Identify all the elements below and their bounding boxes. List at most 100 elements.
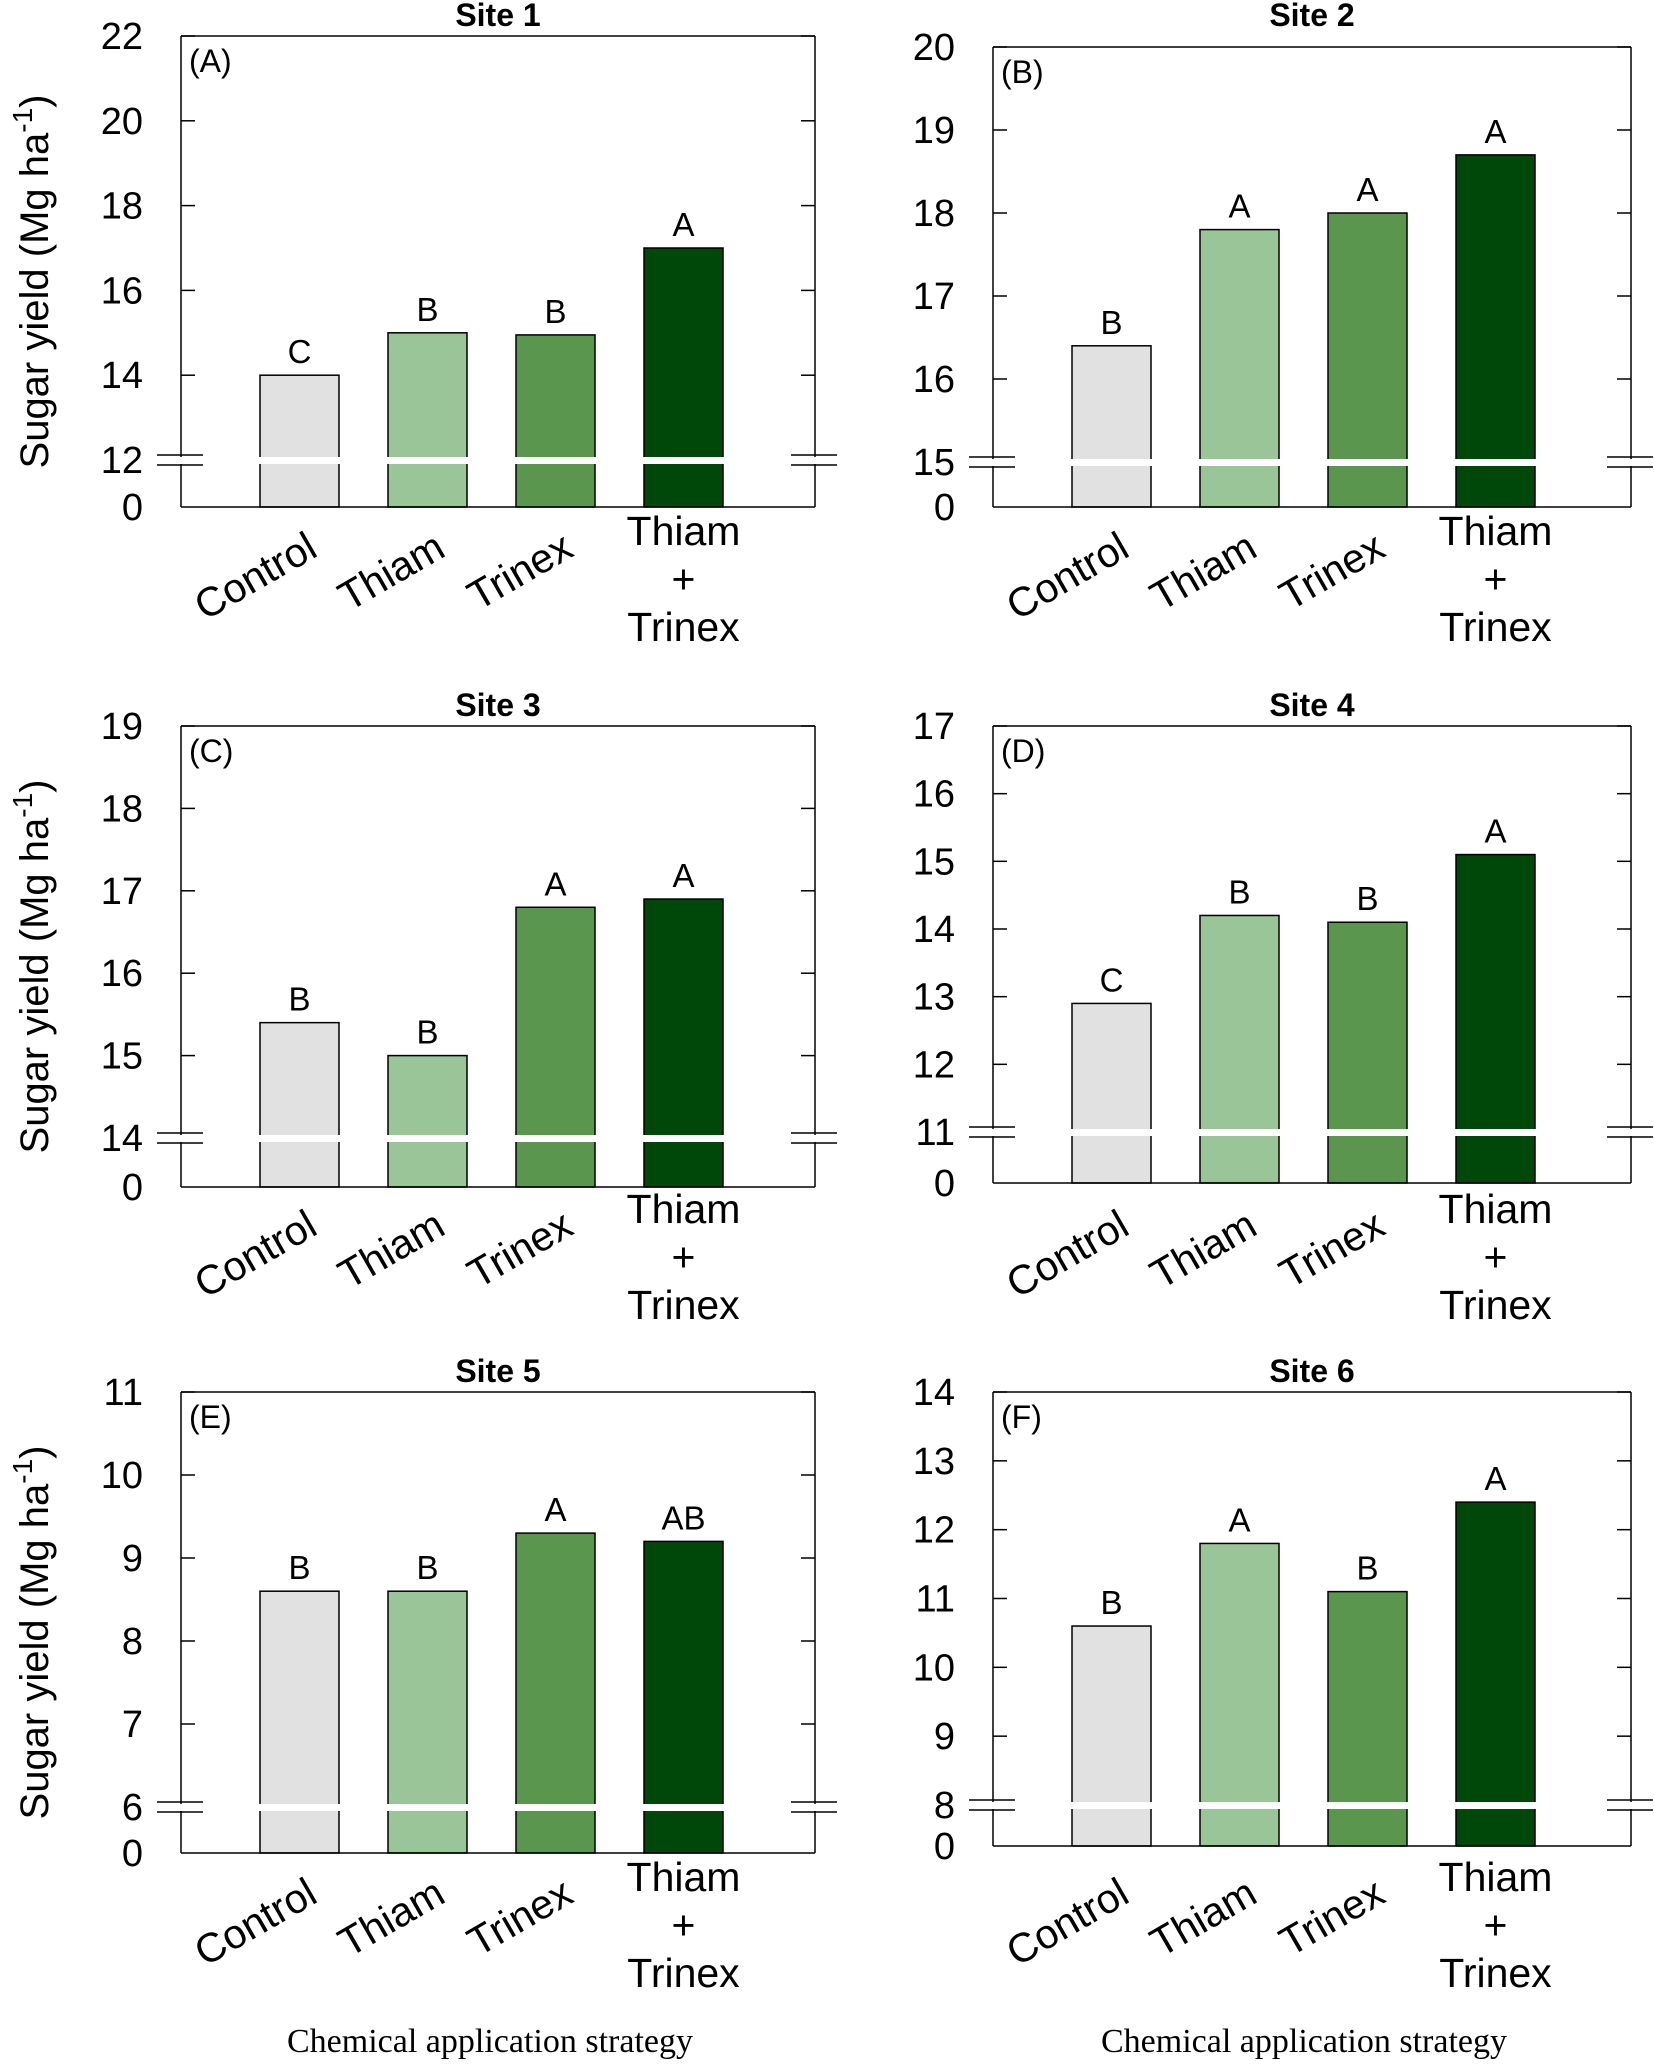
significance-letter: A <box>1484 813 1506 850</box>
axis-break-band <box>979 459 1645 466</box>
y-tick-label: 14 <box>913 1372 955 1414</box>
x-tick-label: Thiam <box>330 523 452 620</box>
axis-break-band <box>979 1802 1645 1809</box>
y-tick-label: 17 <box>913 706 955 748</box>
y-tick-label-zero: 0 <box>934 1163 955 1205</box>
x-tick-label: Control <box>999 1869 1136 1975</box>
x-tick-label: Thiam + Trinex <box>627 508 741 650</box>
axes-frame <box>992 725 1632 1184</box>
bar-1 <box>259 374 340 508</box>
significance-letter: A <box>672 206 694 243</box>
x-tick-label: Control <box>999 523 1136 629</box>
bar-4 <box>643 1540 724 1854</box>
bar-3 <box>515 906 596 1188</box>
x-tick-label: Thiam <box>1142 523 1264 620</box>
bar-3 <box>1327 212 1408 508</box>
y-tick-label-break: 6 <box>122 1787 143 1829</box>
y-tick-label: 13 <box>913 1441 955 1483</box>
significance-letter: B <box>416 1549 438 1586</box>
bar-1 <box>1071 345 1152 508</box>
y-tick-label-zero: 0 <box>934 487 955 529</box>
y-tick-label-break: 15 <box>913 442 955 484</box>
x-tick-label: Thiam <box>330 1869 452 1966</box>
y-tick-label: 17 <box>913 276 955 318</box>
y-tick-label: 13 <box>913 977 955 1019</box>
significance-letter: A <box>1484 1460 1506 1497</box>
axis-break-band <box>167 1135 829 1142</box>
y-tick-label: 16 <box>101 953 143 995</box>
y-axis-label: Sugar yield (Mg ha-1) <box>7 1446 57 1820</box>
y-tick-label: 16 <box>101 270 143 312</box>
y-tick-label: 18 <box>101 186 143 228</box>
bar-4 <box>1455 1501 1536 1847</box>
y-tick-label: 9 <box>934 1716 955 1758</box>
bar-3 <box>515 1532 596 1854</box>
bar-2 <box>387 1590 468 1854</box>
significance-letter: A <box>672 857 694 894</box>
y-tick-label: 19 <box>913 110 955 152</box>
x-axis-label: Chemical application strategy <box>287 2023 693 2060</box>
x-tick-label: Control <box>187 523 324 629</box>
significance-letter: A <box>1228 188 1250 225</box>
axis-break-band <box>167 457 829 464</box>
y-tick-label: 9 <box>122 1538 143 1580</box>
chart-panel-6: 9 10 11 12 13 14 80 Site 6 (F) B A B A Control Thiam Tr… <box>913 1353 1653 2060</box>
bar-3 <box>515 334 596 508</box>
axis-break-band <box>979 1129 1645 1136</box>
axes-frame <box>992 46 1632 508</box>
x-tick-label: Control <box>999 1201 1136 1307</box>
significance-letter: A <box>1356 171 1378 208</box>
y-tick-label: 8 <box>122 1621 143 1663</box>
y-tick-label-zero: 0 <box>122 487 143 529</box>
panel-label: (F) <box>1001 1399 1042 1435</box>
panel-label: (C) <box>189 733 233 769</box>
panel-label: (E) <box>189 1399 232 1435</box>
significance-letter: A <box>1484 113 1506 150</box>
y-tick-label-break: 8 <box>934 1785 955 1827</box>
x-tick-label: Thiam + Trinex <box>627 1186 741 1328</box>
bar-1 <box>1071 1002 1152 1184</box>
y-tick-label: 16 <box>913 774 955 816</box>
significance-letter: B <box>416 1014 438 1051</box>
x-tick-label: Thiam + Trinex <box>1439 508 1553 650</box>
chart-title: Site 5 <box>455 1353 540 1389</box>
significance-letter: B <box>288 981 310 1018</box>
x-tick-label: Thiam <box>1142 1201 1264 1298</box>
chart-panel-2: 16 17 18 19 20 150 Site 2 (B) B A A A Control Thiam Tr… <box>913 0 1653 650</box>
chart-title: Site 6 <box>1269 1353 1354 1389</box>
y-tick-label: 16 <box>913 359 955 401</box>
x-tick-label: Control <box>187 1201 324 1307</box>
y-tick-label: 18 <box>913 193 955 235</box>
chart-title: Site 2 <box>1269 0 1354 33</box>
axes-frame <box>180 35 816 508</box>
bar-2 <box>1199 1542 1280 1847</box>
significance-letter: B <box>1228 873 1250 910</box>
y-tick-label: 15 <box>913 841 955 883</box>
significance-letter: C <box>1100 961 1124 998</box>
bar-3 <box>1327 921 1408 1184</box>
significance-letter: B <box>1100 304 1122 341</box>
x-tick-label: Trinex <box>460 523 581 619</box>
x-tick-label: Trinex <box>460 1201 581 1297</box>
bar-1 <box>1071 1625 1152 1847</box>
x-tick-label: Thiam <box>330 1201 452 1298</box>
y-tick-label: 15 <box>101 1036 143 1078</box>
y-tick-label: 10 <box>913 1647 955 1689</box>
y-tick-label-break: 11 <box>916 1112 955 1154</box>
y-tick-label: 12 <box>913 1510 955 1552</box>
y-tick-label: 22 <box>101 16 143 58</box>
bar-2 <box>387 332 468 508</box>
chart-panel-5: 7 8 9 10 11 60 Site 5 (E) B B A AB Control Thiam Trine… <box>7 1353 837 2060</box>
y-tick-label-zero: 0 <box>122 1833 143 1875</box>
y-tick-label: 10 <box>101 1455 143 1497</box>
significance-letter: B <box>1356 1550 1378 1587</box>
y-tick-label-break: 14 <box>101 1118 143 1160</box>
significance-letter: B <box>1100 1584 1122 1621</box>
bar-4 <box>643 898 724 1188</box>
x-tick-label: Thiam + Trinex <box>1439 1186 1553 1328</box>
significance-letter: B <box>288 1549 310 1586</box>
bar-2 <box>387 1054 468 1188</box>
y-tick-label: 18 <box>101 788 143 830</box>
axes-frame <box>180 1391 816 1854</box>
